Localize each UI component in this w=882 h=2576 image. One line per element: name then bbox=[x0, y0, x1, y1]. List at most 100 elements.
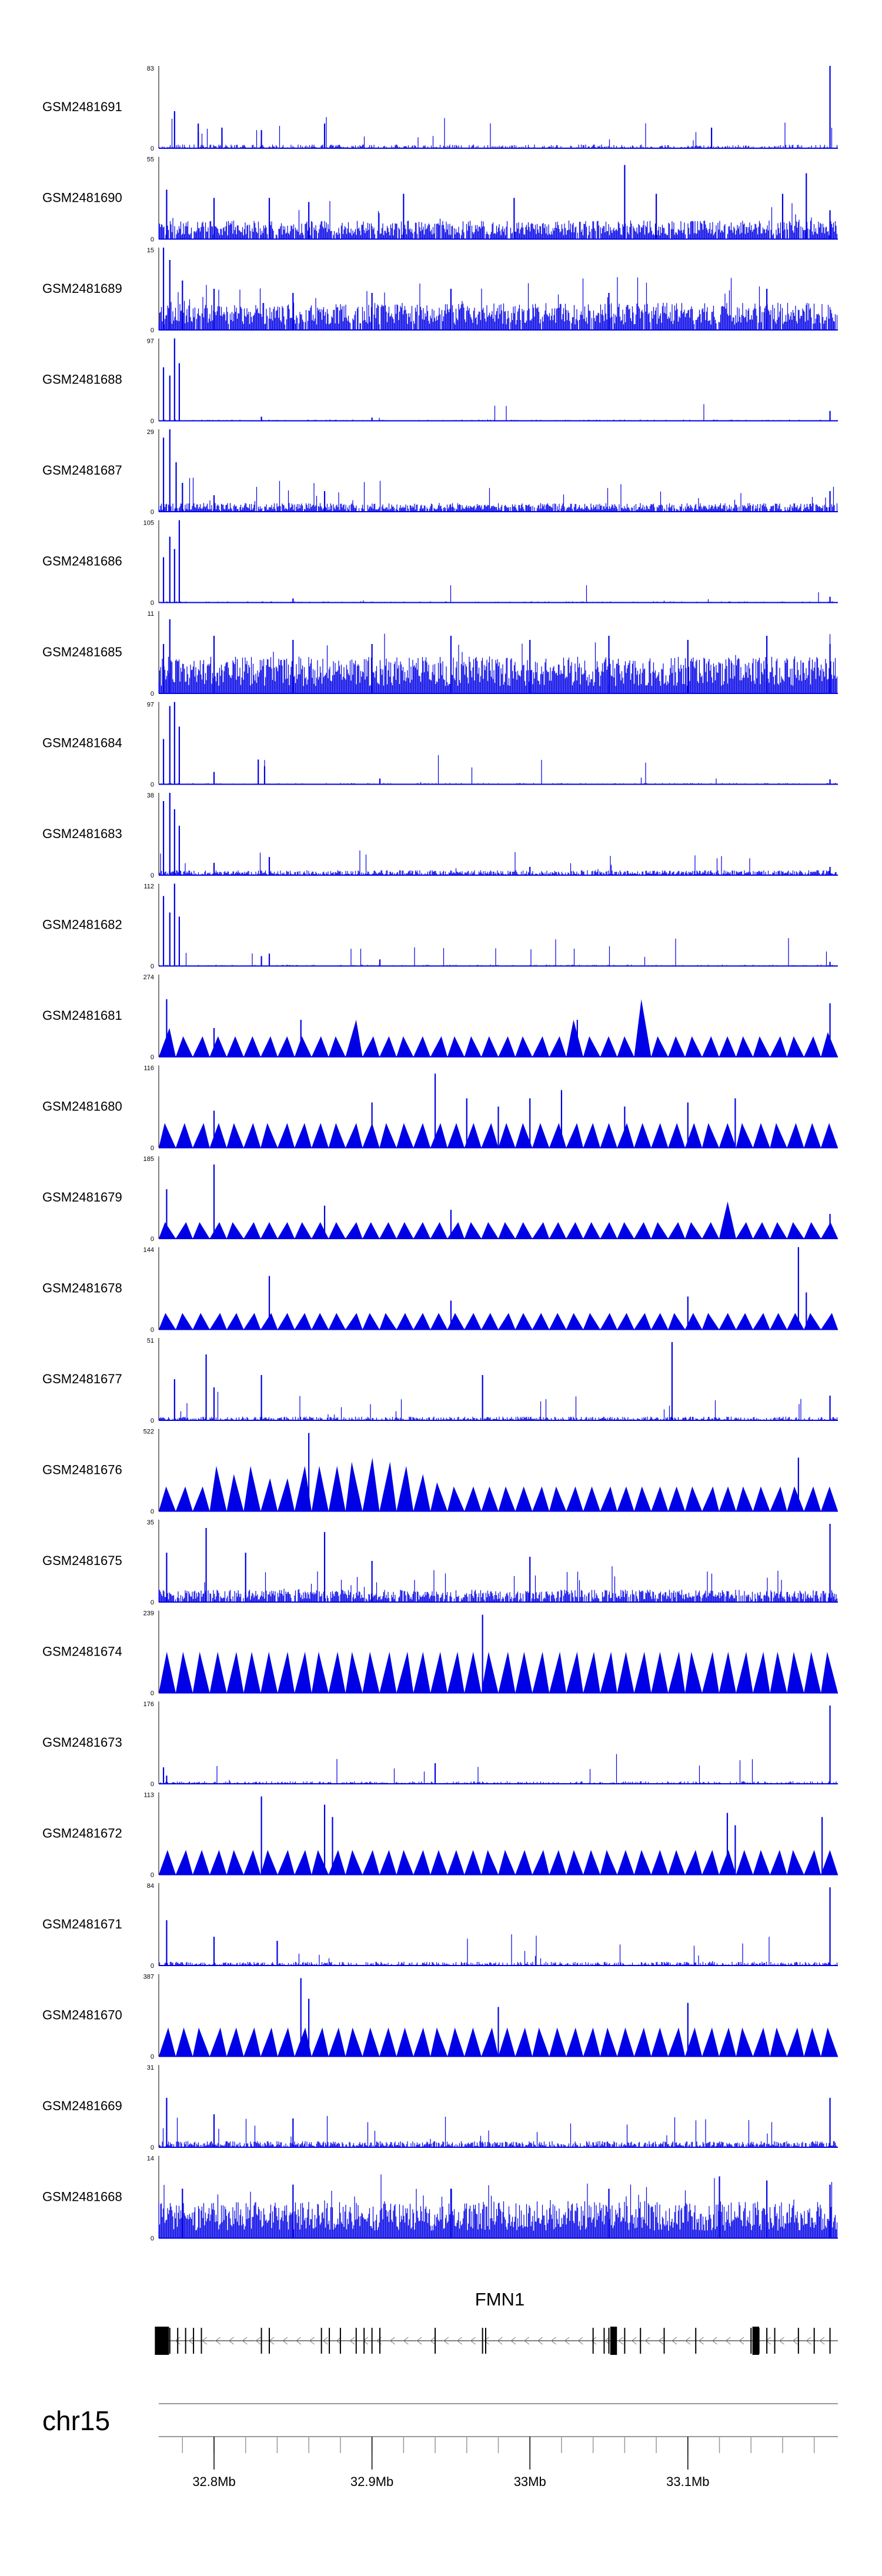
track-label: GSM2481676 bbox=[42, 1463, 122, 1477]
track-GSM2481668: GSM2481668 14 0 bbox=[42, 2155, 838, 2243]
strand-arrow bbox=[698, 2337, 704, 2345]
signal-bars bbox=[158, 633, 838, 693]
strand-arrow bbox=[644, 2337, 650, 2345]
track-label: GSM2481668 bbox=[42, 2190, 122, 2204]
y-max-label: 11 bbox=[148, 610, 154, 618]
y-min-label: 0 bbox=[151, 1417, 154, 1424]
strand-arrow bbox=[564, 2337, 570, 2345]
y-max-label: 97 bbox=[147, 338, 154, 345]
y-max-label: 105 bbox=[143, 520, 154, 527]
strand-arrow bbox=[739, 2337, 744, 2345]
strand-arrow bbox=[510, 2337, 516, 2345]
strand-arrow bbox=[671, 2337, 677, 2345]
track-GSM2481684: GSM2481684 97 0 bbox=[42, 702, 838, 789]
y-max-label: 29 bbox=[147, 429, 154, 436]
y-max-label: 97 bbox=[147, 702, 154, 709]
strand-arrow bbox=[779, 2337, 784, 2345]
track-label: GSM2481690 bbox=[42, 191, 122, 205]
signal-triangles bbox=[159, 1651, 838, 1693]
strand-arrow bbox=[658, 2337, 664, 2345]
strand-arrow bbox=[497, 2337, 503, 2345]
strand-arrow bbox=[309, 2337, 315, 2345]
strand-arrow bbox=[725, 2337, 731, 2345]
track-label: GSM2481671 bbox=[42, 1917, 122, 1931]
strand-arrow bbox=[684, 2337, 691, 2345]
y-max-label: 185 bbox=[143, 1156, 154, 1163]
y-max-label: 83 bbox=[147, 65, 154, 72]
signal-bars bbox=[158, 2174, 838, 2238]
track-GSM2481690: GSM2481690 55 0 bbox=[42, 156, 838, 243]
y-min-label: 0 bbox=[151, 1054, 154, 1061]
y-min-label: 0 bbox=[151, 509, 154, 516]
track-GSM2481688: GSM2481688 97 0 bbox=[42, 338, 838, 425]
track-GSM2481678: GSM2481678 144 0 bbox=[42, 1247, 838, 1334]
track-label: GSM2481678 bbox=[42, 1281, 122, 1296]
track-GSM2481676: GSM2481676 522 0 bbox=[42, 1429, 838, 1516]
track-GSM2481670: GSM2481670 387 0 bbox=[42, 1974, 838, 2061]
y-min-label: 0 bbox=[151, 963, 154, 970]
signal-bars bbox=[158, 117, 838, 148]
strand-arrow bbox=[819, 2337, 825, 2345]
strand-arrow bbox=[604, 2337, 610, 2345]
y-min-label: 0 bbox=[151, 782, 154, 789]
y-min-label: 0 bbox=[151, 418, 154, 425]
exon-block bbox=[613, 2327, 617, 2355]
tick-label: 33.1Mb bbox=[666, 2474, 709, 2489]
signal-bars bbox=[163, 404, 838, 421]
y-min-label: 0 bbox=[151, 1781, 154, 1788]
strand-arrow bbox=[282, 2337, 288, 2345]
y-min-label: 0 bbox=[151, 236, 154, 243]
signal-bars bbox=[159, 2115, 837, 2147]
gene-annotation-panel: FMN1 bbox=[155, 2289, 838, 2355]
strand-arrow bbox=[483, 2337, 489, 2345]
track-label: GSM2481688 bbox=[42, 372, 122, 387]
y-max-label: 31 bbox=[147, 2064, 154, 2071]
track-label: GSM2481677 bbox=[42, 1372, 122, 1386]
y-min-label: 0 bbox=[151, 1963, 154, 1970]
strand-arrow bbox=[617, 2337, 623, 2345]
signal-bars bbox=[160, 755, 837, 785]
track-GSM2481686: GSM2481686 105 0 bbox=[42, 520, 838, 607]
strand-arrow bbox=[456, 2337, 462, 2345]
y-max-label: 387 bbox=[143, 1974, 154, 1981]
y-max-label: 112 bbox=[143, 883, 154, 890]
exon-block bbox=[752, 2327, 756, 2355]
track-GSM2481682: GSM2481682 112 0 bbox=[42, 883, 838, 970]
track-GSM2481675: GSM2481675 35 0 bbox=[42, 1519, 838, 1606]
y-min-label: 0 bbox=[151, 1872, 154, 1879]
y-max-label: 84 bbox=[147, 1883, 154, 1890]
track-GSM2481689: GSM2481689 15 0 bbox=[42, 247, 838, 334]
y-min-label: 0 bbox=[151, 1509, 154, 1516]
strand-arrow bbox=[711, 2337, 717, 2345]
y-max-label: 35 bbox=[147, 1519, 154, 1526]
signal-bars bbox=[158, 1392, 838, 1420]
track-GSM2481687: GSM2481687 29 0 bbox=[42, 429, 838, 516]
track-label: GSM2481680 bbox=[42, 1099, 122, 1114]
signal-triangles bbox=[159, 1850, 838, 1875]
y-max-label: 522 bbox=[143, 1429, 154, 1436]
strand-arrow bbox=[255, 2337, 261, 2345]
strand-arrow bbox=[295, 2337, 302, 2345]
signal-triangles bbox=[159, 999, 838, 1057]
strand-arrow bbox=[765, 2337, 771, 2345]
genomic-axis: chr15 32.8Mb 32.9Mb 33Mb 33.1Mb bbox=[42, 2403, 838, 2489]
y-min-label: 0 bbox=[151, 600, 154, 607]
signal-bars bbox=[158, 201, 838, 239]
strand-arrow bbox=[403, 2337, 409, 2345]
track-label: GSM2481673 bbox=[42, 1735, 122, 1750]
track-GSM2481673: GSM2481673 176 0 bbox=[42, 1701, 838, 1788]
y-max-label: 239 bbox=[143, 1610, 154, 1617]
y-min-label: 0 bbox=[151, 2235, 154, 2243]
track-label: GSM2481675 bbox=[42, 1553, 122, 1568]
track-label: GSM2481686 bbox=[42, 554, 122, 569]
strand-arrow bbox=[591, 2337, 597, 2345]
track-GSM2481680: GSM2481680 116 0 bbox=[42, 1065, 838, 1152]
y-min-label: 0 bbox=[151, 327, 154, 334]
y-max-label: 116 bbox=[143, 1065, 154, 1072]
track-label: GSM2481682 bbox=[42, 917, 122, 932]
strand-arrow bbox=[349, 2337, 355, 2345]
track-label: GSM2481684 bbox=[42, 736, 122, 750]
signal-triangles bbox=[159, 1457, 838, 1511]
y-max-label: 15 bbox=[147, 247, 154, 254]
